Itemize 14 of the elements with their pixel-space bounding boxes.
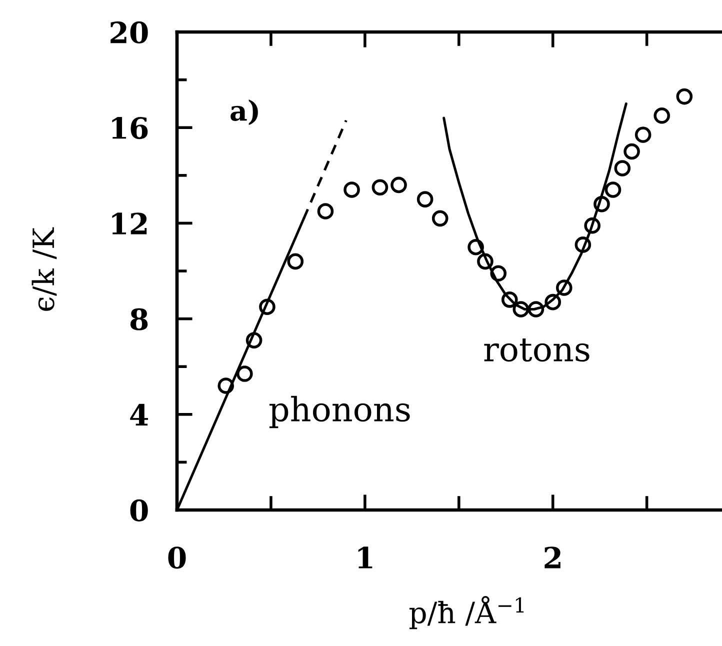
annotation: rotons	[484, 338, 590, 362]
y-tick-label: 20	[110, 21, 148, 44]
annotation: phonons	[269, 396, 410, 428]
y-tick-label: 12	[112, 212, 147, 234]
x-tick-label: 0	[168, 546, 186, 569]
y-tick-label: 4	[130, 404, 148, 426]
y-tick-label: 0	[130, 499, 148, 522]
x-axis-title: p/ħ /Å$^{−1}$	[409, 596, 524, 630]
y-tick-label: 8	[130, 308, 148, 330]
y-axis-title: ϵ/k /K	[32, 227, 57, 311]
x-tick-label: 1	[358, 546, 372, 568]
x-tick-label: 2	[544, 546, 560, 568]
y-tick-label: 16	[112, 117, 148, 140]
annotation: a)	[230, 100, 258, 125]
